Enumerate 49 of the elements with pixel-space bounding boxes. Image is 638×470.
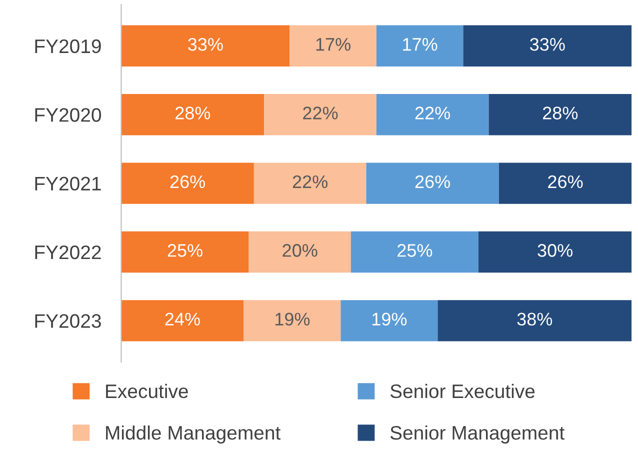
bar	[254, 162, 366, 204]
data-label: 26%	[548, 175, 583, 188]
bar	[478, 231, 632, 273]
data-label: 30%	[538, 244, 572, 257]
legend-label: Middle Management	[106, 425, 281, 444]
bar	[340, 300, 438, 342]
bar	[366, 162, 499, 204]
legend-label: Senior Executive	[390, 384, 535, 398]
data-label: 20%	[282, 244, 318, 257]
data-label: 24%	[165, 312, 200, 326]
bar	[121, 231, 249, 273]
legend-label: Senior Management	[390, 425, 564, 444]
bar	[121, 162, 254, 204]
data-label: 26%	[170, 175, 205, 188]
data-label: 26%	[415, 175, 450, 188]
y-tick-label: FY2022	[35, 245, 101, 260]
bar	[264, 94, 376, 136]
bar	[248, 231, 351, 273]
y-tick-label: FY2020	[35, 108, 102, 122]
legend-label: Executive	[106, 384, 188, 398]
bar	[121, 25, 290, 67]
data-label: 28%	[176, 106, 210, 120]
bar	[350, 231, 478, 273]
y-tick-label: FY2023	[35, 314, 101, 328]
data-label: 17%	[403, 38, 438, 51]
y-tick-label: FY2021	[35, 176, 101, 191]
data-label: 38%	[517, 312, 552, 326]
data-label: 25%	[168, 244, 202, 257]
y-tick-label: FY2019	[35, 39, 101, 54]
data-label: 17%	[316, 38, 350, 51]
data-label: 22%	[292, 175, 328, 188]
bar	[438, 300, 632, 342]
data-label: 22%	[303, 106, 338, 120]
data-label: 33%	[530, 38, 565, 51]
bar	[290, 25, 376, 67]
data-label: 22%	[415, 106, 450, 120]
bar	[498, 162, 632, 204]
bar	[121, 300, 244, 342]
bar	[488, 94, 632, 136]
data-label: 19%	[276, 312, 310, 326]
data-label: 19%	[372, 312, 407, 326]
bar	[121, 94, 264, 136]
bar	[244, 300, 341, 342]
data-label: 28%	[543, 106, 578, 120]
data-label: 25%	[398, 244, 432, 257]
bar	[376, 25, 464, 67]
bar	[463, 25, 632, 67]
data-label: 33%	[188, 38, 223, 51]
bar	[376, 94, 489, 136]
